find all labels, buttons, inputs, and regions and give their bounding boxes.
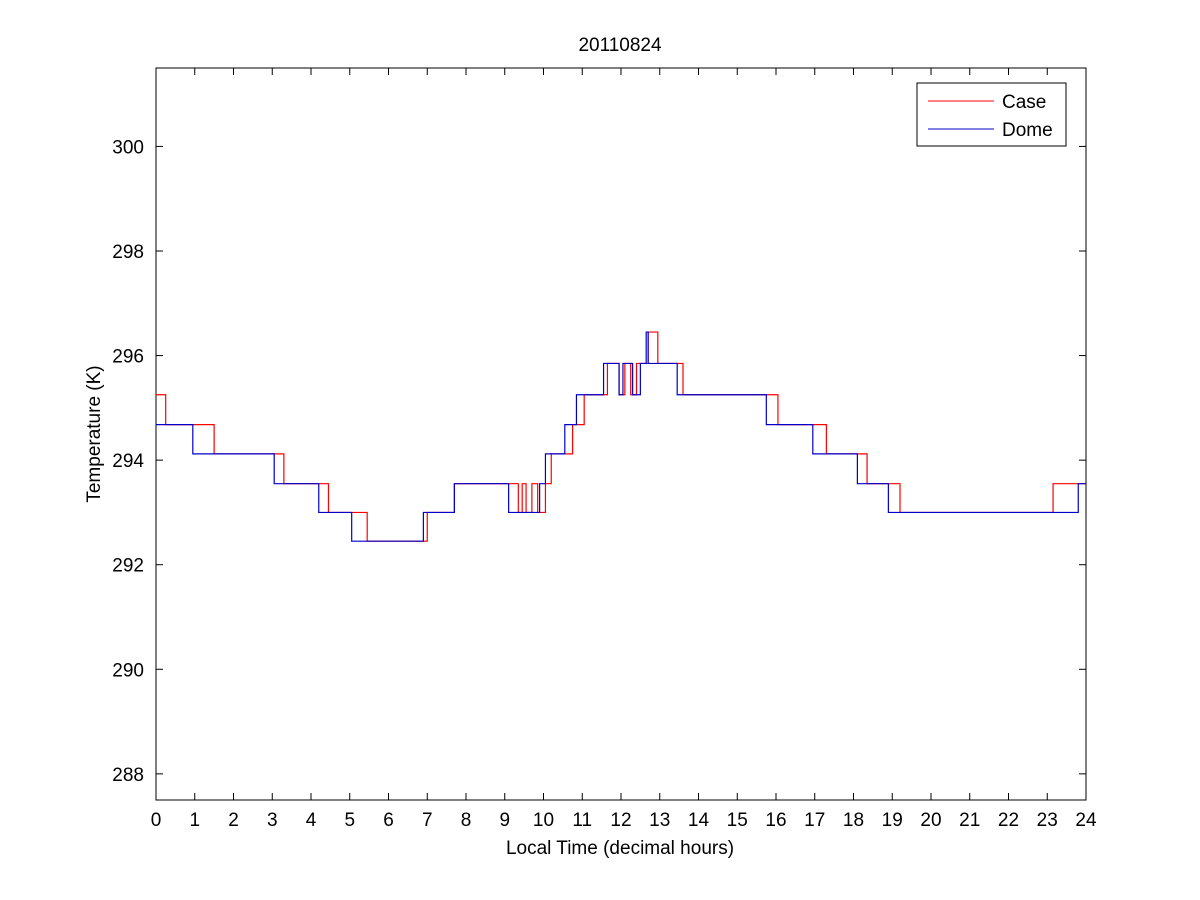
legend: Case Dome — [916, 82, 1067, 147]
series-layer — [156, 331, 1086, 542]
x-tick-label: 21 — [959, 810, 980, 831]
y-axis-label: Temperature (K) — [84, 365, 105, 502]
x-tick-label: 2 — [228, 810, 239, 831]
series-line-dome — [156, 331, 1086, 542]
x-tick-label: 23 — [1037, 810, 1058, 831]
y-tick-label: 294 — [112, 451, 144, 472]
series-line-case — [156, 331, 1086, 542]
x-tick-label: 6 — [383, 810, 394, 831]
x-tick-label: 12 — [610, 810, 631, 831]
x-tick-label: 20 — [920, 810, 941, 831]
x-tick-label: 15 — [727, 810, 748, 831]
plot-area — [155, 67, 1087, 801]
y-tick-label: 298 — [112, 242, 144, 263]
x-tick-label: 11 — [572, 810, 592, 831]
y-tick-label: 300 — [112, 137, 144, 158]
legend-label-dome: Dome — [1002, 120, 1053, 141]
x-tick-label: 14 — [688, 810, 710, 831]
y-tick-label: 290 — [112, 660, 144, 681]
y-tick-label: 292 — [112, 556, 144, 577]
x-tick-label: 10 — [533, 810, 554, 831]
x-tick-label: 0 — [151, 810, 162, 831]
y-tick-label: 296 — [112, 347, 144, 368]
x-tick-label: 8 — [461, 810, 472, 831]
x-tick-label: 24 — [1075, 810, 1097, 831]
x-axis-label: Local Time (decimal hours) — [506, 838, 734, 859]
x-tick-label: 16 — [765, 810, 786, 831]
legend-label-case: Case — [1002, 92, 1046, 113]
x-tick-label: 4 — [306, 810, 317, 831]
y-tick-label: 288 — [112, 765, 144, 786]
x-tick-label: 13 — [649, 810, 670, 831]
x-tick-label: 3 — [267, 810, 278, 831]
tick-layer: 0 1 2 3 4 5 6 7 8 9 10 11 12 13 14 15 16 17 18 19 20 21 22 23 24… — [112, 68, 1097, 831]
x-tick-label: 19 — [882, 810, 903, 831]
legend-box — [916, 82, 1067, 147]
x-tick-label: 9 — [499, 810, 510, 831]
chart-title: 20110824 — [578, 35, 662, 56]
x-tick-label: 17 — [804, 810, 825, 831]
x-tick-label: 5 — [344, 810, 355, 831]
x-tick-label: 1 — [189, 810, 200, 831]
x-tick-label: 22 — [998, 810, 1019, 831]
x-tick-label: 7 — [422, 810, 433, 831]
x-tick-label: 18 — [843, 810, 864, 831]
